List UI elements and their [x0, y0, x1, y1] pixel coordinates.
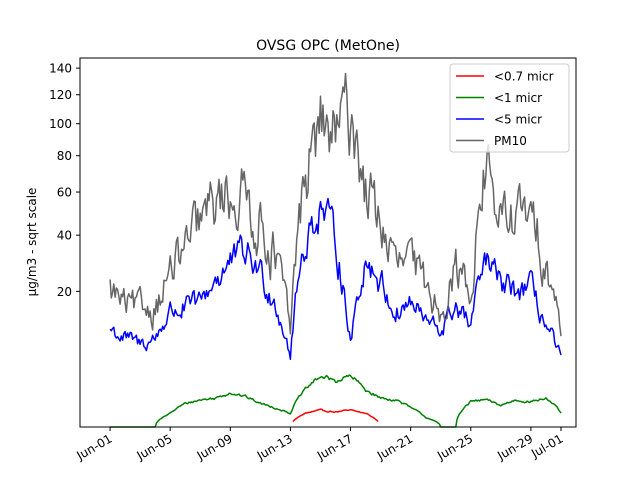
y-tick-label: 140 — [49, 62, 72, 76]
y-tick-label: 120 — [49, 88, 72, 102]
legend-entry-label: PM10 — [494, 134, 527, 148]
legend-entry-label: <0.7 micr — [494, 70, 554, 84]
y-axis: 20 40 60 80 100 120 140 — [49, 62, 80, 299]
y-tick-label: 60 — [57, 186, 72, 200]
series-line-pm10 — [109, 72, 562, 337]
y-tick-label: 100 — [49, 117, 72, 131]
y-tick-label: 20 — [57, 285, 72, 299]
y-tick-label: 80 — [57, 149, 72, 163]
legend-box — [449, 63, 570, 153]
series-line-5-micr — [109, 197, 562, 360]
series-line-1-micr — [110, 374, 562, 428]
series-line-0-7-micr — [292, 408, 379, 423]
legend: <0.7 micr <1 micr <5 micr PM10 — [449, 63, 570, 153]
legend-entry-label: <1 micr — [494, 91, 542, 105]
y-tick-label: 40 — [57, 229, 72, 243]
series-layer — [109, 72, 562, 428]
chart-title: OVSG OPC (MetOne) — [256, 38, 400, 54]
y-axis-label: µg/m3 - sqrt scale — [25, 188, 39, 297]
legend-entry-label: <5 micr — [494, 113, 542, 127]
plot-frame — [79, 57, 577, 428]
